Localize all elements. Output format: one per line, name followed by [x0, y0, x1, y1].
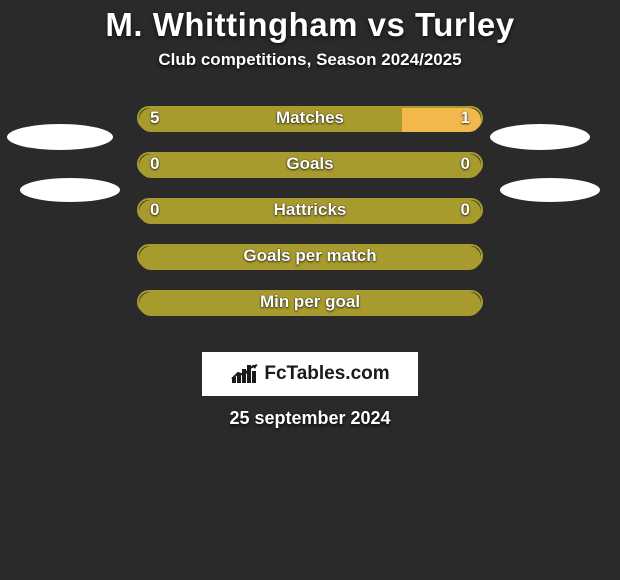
page-subtitle: Club competitions, Season 2024/2025	[0, 50, 620, 70]
stat-row: Hattricks0 0	[0, 198, 620, 224]
decoration-ellipse	[500, 178, 600, 202]
decoration-ellipse	[7, 124, 113, 150]
decoration-ellipse	[20, 178, 120, 202]
footer-date: 25 september 2024	[0, 408, 620, 429]
stat-row: Goals per match	[0, 244, 620, 270]
bar-value-right: 0	[461, 198, 470, 222]
bar-label: Goals per match	[137, 244, 483, 268]
bar-label: Min per goal	[137, 290, 483, 314]
logo-text: FcTables.com	[264, 363, 389, 385]
bar-value-left: 0	[150, 198, 159, 222]
bar-value-right: 0	[461, 152, 470, 176]
logo-box: FcTables.com	[202, 352, 418, 396]
bar-value-right: 1	[461, 106, 470, 130]
bar-label: Goals	[137, 152, 483, 176]
bar-label: Matches	[137, 106, 483, 130]
bar-chart-icon	[230, 363, 260, 385]
stat-row: Goals0 0	[0, 152, 620, 178]
stat-row: Min per goal	[0, 290, 620, 316]
decoration-ellipse	[490, 124, 590, 150]
bar-value-left: 0	[150, 152, 159, 176]
comparison-infographic: M. Whittingham vs Turley Club competitio…	[0, 0, 620, 580]
bar-value-left: 5	[150, 106, 159, 130]
page-title: M. Whittingham vs Turley	[0, 0, 620, 44]
logo: FcTables.com	[230, 363, 389, 385]
bar-label: Hattricks	[137, 198, 483, 222]
